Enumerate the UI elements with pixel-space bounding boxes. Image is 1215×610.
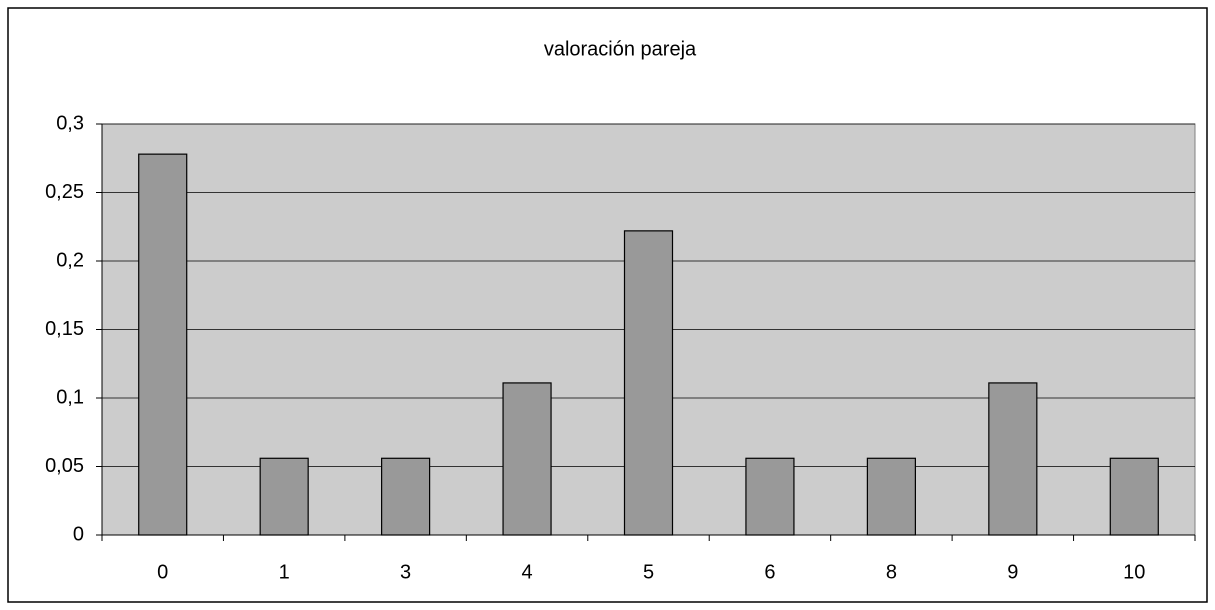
x-tick-label: 8	[886, 561, 897, 583]
x-tick-label: 5	[643, 561, 654, 583]
bar	[138, 153, 188, 536]
bar	[381, 457, 431, 536]
chart-title: valoración pareja	[544, 38, 697, 60]
bar	[259, 457, 309, 536]
x-tick-label: 9	[1007, 561, 1018, 583]
bar	[1109, 457, 1159, 536]
x-tick-label: 4	[521, 561, 532, 583]
x-tick-label: 1	[279, 561, 290, 583]
bar	[623, 230, 674, 536]
y-tick-label: 0,2	[56, 249, 84, 271]
bar	[745, 457, 795, 536]
y-tick-label: 0,15	[45, 318, 84, 340]
y-tick-label: 0,3	[56, 112, 84, 134]
x-tick-label: 3	[400, 561, 411, 583]
y-tick-label: 0,1	[56, 386, 84, 408]
y-tick-label: 0,25	[45, 181, 84, 203]
x-tick-label: 10	[1123, 561, 1145, 583]
x-tick-label: 6	[764, 561, 775, 583]
bar	[502, 382, 552, 536]
x-tick-label: 0	[157, 561, 168, 583]
y-tick-label: 0,05	[45, 455, 84, 477]
bar	[988, 382, 1038, 536]
y-tick-label: 0	[73, 523, 84, 545]
bar	[866, 457, 916, 536]
